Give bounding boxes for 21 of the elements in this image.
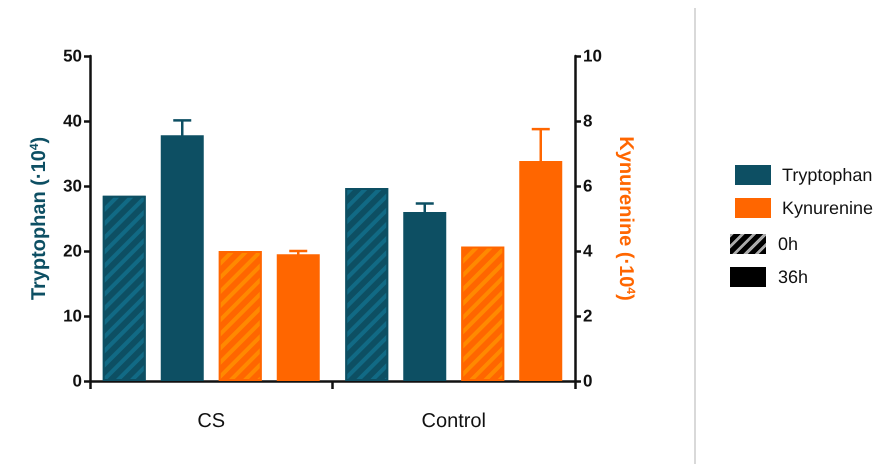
y2-tick-label: 10 (583, 46, 602, 66)
y-tick-label: 30 (63, 176, 82, 196)
legend-label: Tryptophan (782, 165, 872, 185)
y2-axis-title: Kynurenine (·104) (615, 136, 638, 301)
y2-tick-label: 0 (583, 372, 592, 390)
y2-tick-label: 4 (583, 242, 593, 260)
bar (276, 254, 320, 381)
text: 36h (778, 266, 808, 288)
y-tick-label: 0 (72, 372, 82, 390)
y-tick-label: 40 (63, 112, 82, 130)
y-tick-label: 20 (63, 242, 82, 260)
y-axis-title: Tryptophan (·104) (27, 136, 50, 300)
y2-tick-label: 2 (583, 306, 592, 326)
x-tick-label: Control (422, 410, 486, 432)
x-tick-label: CS (197, 410, 226, 432)
text: 0h (778, 233, 798, 255)
legend-label: Kynurenine (782, 198, 874, 218)
y-tick-label: 50 (63, 46, 82, 66)
y2-tick-label: 8 (583, 112, 592, 130)
y2-tick-label: 6 (583, 176, 592, 196)
y-tick-label: 10 (63, 306, 82, 326)
